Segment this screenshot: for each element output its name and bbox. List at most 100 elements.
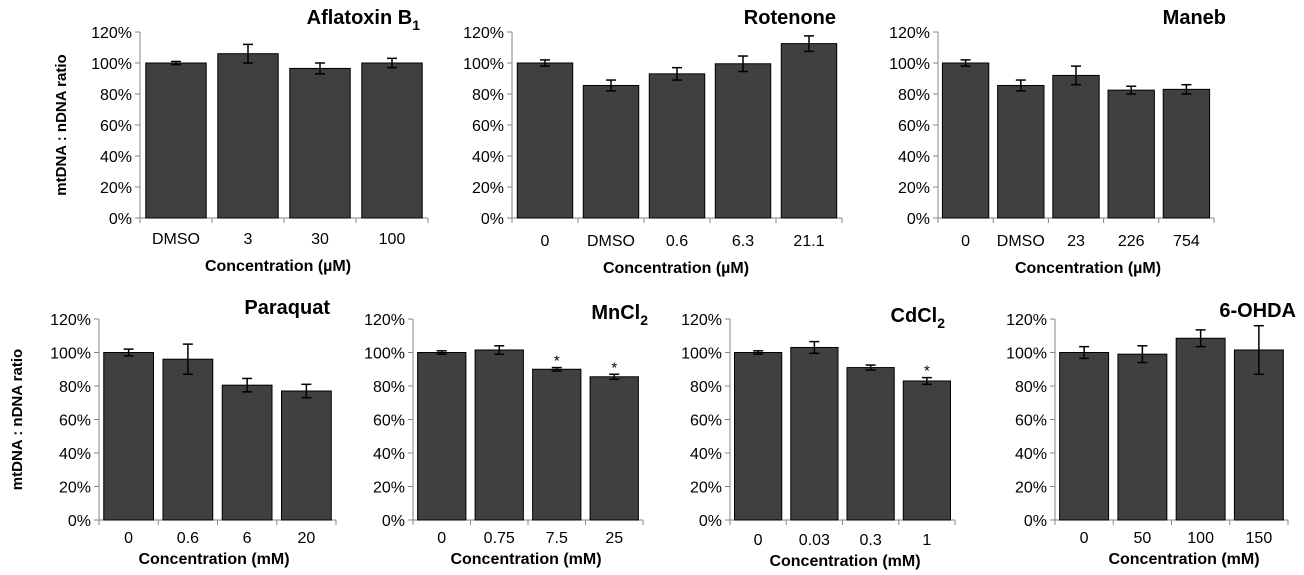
bar — [1052, 74, 1100, 219]
x-tick-label: 0.6 — [666, 233, 688, 250]
y-tick-label: 120% — [463, 25, 504, 42]
bar — [589, 376, 639, 521]
chart-title-subscript: 1 — [412, 17, 420, 33]
chart-title: Paraquat — [244, 297, 330, 319]
x-tick-label: 0.3 — [860, 532, 882, 549]
chart-title-text: CdCl — [891, 305, 938, 327]
y-tick-label: 60% — [59, 413, 91, 430]
chart-panel-6: 0% 20% 40% 60% 80% 100% 120% 0 0.03 0.3 * 1 CdCl2 Con… — [681, 305, 956, 570]
x-tick-label: 21.1 — [793, 233, 824, 250]
y-axis-label: mtDNA : nDNA ratio — [53, 54, 70, 195]
chart-title-subscript: 2 — [937, 315, 945, 331]
bar — [280, 390, 332, 521]
bar — [941, 62, 990, 219]
chart-title: 6-OHDA — [1219, 300, 1296, 322]
x-tick-label: 100 — [1187, 530, 1214, 547]
bar — [714, 63, 772, 219]
x-tick-label: 0 — [1080, 530, 1089, 547]
bar — [1117, 353, 1168, 521]
bar — [846, 367, 895, 521]
x-tick-label: 20 — [297, 530, 315, 547]
y-tick-label: 80% — [59, 379, 91, 396]
y-tick-label: 40% — [690, 446, 722, 463]
y-tick-label: 0% — [382, 513, 405, 530]
bar — [997, 84, 1045, 219]
y-tick-label: 20% — [59, 480, 91, 497]
chart-title-text: MnCl — [591, 302, 640, 324]
bar — [289, 67, 351, 219]
bar — [361, 62, 423, 219]
y-tick-label: 0% — [907, 211, 930, 228]
y-tick-label: 20% — [1015, 480, 1047, 497]
y-tick-label: 40% — [59, 446, 91, 463]
y-tick-label: 40% — [373, 446, 405, 463]
x-axis-label: Concentration (µM) — [205, 258, 351, 275]
x-tick-label: 0.6 — [177, 530, 199, 547]
y-tick-label: 80% — [1015, 379, 1047, 396]
bar — [780, 43, 838, 219]
y-tick-label: 40% — [472, 149, 504, 166]
y-tick-label: 60% — [1015, 413, 1047, 430]
x-tick-label: 0.75 — [484, 530, 515, 547]
chart-panel-1: 0% 20% 40% 60% 80% 100% 120% DMSO 3 30 100 Aflatoxi… — [53, 7, 429, 275]
chart-panel-4: 0% 20% 40% 60% 80% 100% 120% 0 0.6 6 20 Paraquat Con… — [9, 297, 337, 568]
y-tick-label: 0% — [109, 211, 132, 228]
x-tick-label: DMSO — [587, 233, 635, 250]
chart-title-text: Aflatoxin B — [307, 7, 413, 29]
y-tick-label: 100% — [889, 56, 930, 73]
y-tick-label: 40% — [898, 149, 930, 166]
bar — [162, 358, 214, 521]
y-tick-label: 60% — [690, 413, 722, 430]
bar — [221, 384, 273, 521]
bar — [1059, 352, 1110, 521]
x-tick-label: 0 — [541, 233, 550, 250]
y-tick-label: 100% — [463, 56, 504, 73]
y-tick-label: 80% — [373, 379, 405, 396]
bar — [217, 53, 279, 219]
y-tick-label: 60% — [472, 118, 504, 135]
bar — [648, 73, 706, 219]
bar — [1107, 89, 1155, 219]
x-tick-label: 7.5 — [546, 530, 568, 547]
x-tick-label: DMSO — [152, 231, 200, 248]
x-tick-label: 100 — [379, 231, 406, 248]
y-tick-label: 120% — [889, 25, 930, 42]
y-tick-label: 0% — [481, 211, 504, 228]
bar — [902, 380, 951, 521]
y-tick-label: 20% — [373, 480, 405, 497]
y-tick-label: 40% — [100, 149, 132, 166]
x-tick-label: 754 — [1173, 233, 1200, 250]
chart-title-subscript: 2 — [640, 312, 648, 328]
y-tick-label: 120% — [681, 312, 722, 329]
x-tick-label: 25 — [605, 530, 623, 547]
y-tick-label: 100% — [91, 56, 132, 73]
bar — [1162, 88, 1211, 219]
significance-marker: * — [924, 363, 930, 380]
y-tick-label: 60% — [898, 118, 930, 135]
bar — [1175, 337, 1226, 521]
y-tick-label: 0% — [699, 513, 722, 530]
x-axis-label: Concentration (mM) — [769, 553, 920, 570]
significance-marker: * — [554, 353, 560, 370]
chart-title: CdCl2 — [891, 305, 946, 331]
bar — [532, 368, 582, 521]
x-axis-label: Concentration (µM) — [1015, 260, 1161, 277]
y-tick-label: 100% — [364, 346, 405, 363]
chart-panel-3: 0% 20% 40% 60% 80% 100% 120% 0 DMSO 23 226 754 Maneb… — [889, 7, 1226, 277]
y-tick-label: 120% — [1006, 312, 1047, 329]
chart-title: MnCl2 — [591, 302, 648, 328]
x-axis-label: Concentration (mM) — [1108, 551, 1259, 568]
chart-title: Maneb — [1163, 7, 1226, 29]
x-tick-label: 0 — [124, 530, 133, 547]
y-tick-label: 80% — [100, 87, 132, 104]
x-tick-label: 0 — [961, 233, 970, 250]
x-tick-label: DMSO — [997, 233, 1045, 250]
x-tick-label: 226 — [1118, 233, 1145, 250]
y-tick-label: 20% — [472, 180, 504, 197]
x-tick-label: 0 — [437, 530, 446, 547]
chart-title-text: Rotenone — [744, 7, 836, 29]
y-tick-label: 80% — [898, 87, 930, 104]
x-tick-label: 1 — [922, 532, 931, 549]
y-tick-label: 20% — [690, 480, 722, 497]
x-tick-label: 30 — [311, 231, 329, 248]
